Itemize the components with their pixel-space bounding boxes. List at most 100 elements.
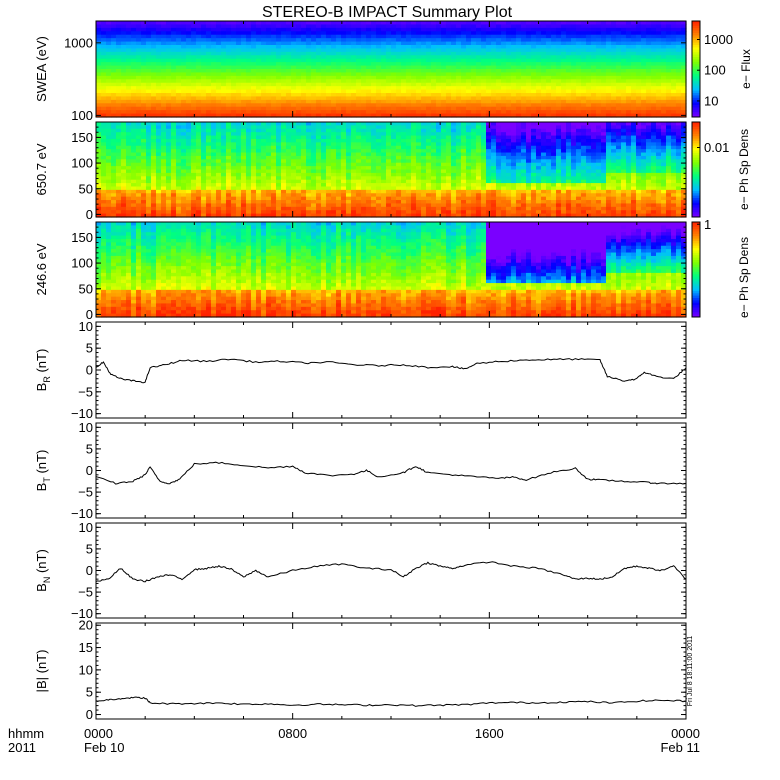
heatmap-cell xyxy=(201,103,207,108)
heatmap-cell xyxy=(281,34,287,39)
heatmap-cell xyxy=(226,213,232,218)
heatmap-cell xyxy=(141,138,147,143)
heatmap-cell xyxy=(256,183,262,188)
heatmap-cell xyxy=(381,169,387,174)
heatmap-cell xyxy=(206,65,212,70)
heatmap-cell xyxy=(201,110,207,115)
heatmap-cell xyxy=(176,179,182,184)
heatmap-cell xyxy=(141,69,147,74)
heatmap-cell xyxy=(446,55,452,60)
heatmap-cell xyxy=(136,145,142,150)
heatmap-cell xyxy=(141,152,147,157)
heatmap-cell xyxy=(586,48,592,53)
heatmap-cell xyxy=(421,21,427,26)
heatmap-cell xyxy=(271,48,277,53)
heatmap-cell xyxy=(356,79,362,84)
heatmap-cell xyxy=(156,125,162,130)
heatmap-cell xyxy=(426,65,432,70)
heatmap-cell xyxy=(351,132,357,137)
heatmap-cell xyxy=(181,48,187,53)
heatmap-cell xyxy=(241,55,247,60)
heatmap-cell xyxy=(211,41,217,46)
heatmap-cell xyxy=(291,93,297,98)
heatmap-cell xyxy=(246,21,252,26)
heatmap-cell xyxy=(181,196,187,201)
heatmap-cell xyxy=(126,196,132,201)
heatmap-cell xyxy=(146,75,152,80)
heatmap-cell xyxy=(146,38,152,43)
heatmap-cell xyxy=(166,72,172,77)
heatmap-cell xyxy=(106,38,112,43)
heatmap-cell xyxy=(371,206,377,211)
heatmap-cell xyxy=(606,79,612,84)
heatmap-cell xyxy=(226,55,232,60)
heatmap-cell xyxy=(211,113,217,118)
heatmap-cell xyxy=(391,79,397,84)
heatmap-cell xyxy=(186,86,192,91)
heatmap-cell xyxy=(351,210,357,215)
heatmap-cell xyxy=(206,203,212,208)
heatmap-cell xyxy=(256,65,262,70)
heatmap-cell xyxy=(106,206,112,211)
heatmap-cell xyxy=(371,149,377,154)
heatmap-cell xyxy=(111,86,117,91)
heatmap-cell xyxy=(536,89,542,94)
heatmap-cell xyxy=(371,169,377,174)
heatmap-cell xyxy=(196,196,202,201)
heatmap-cell xyxy=(606,69,612,74)
heatmap-cell xyxy=(331,196,337,201)
heatmap-cell xyxy=(531,65,537,70)
heatmap-cell xyxy=(326,138,332,143)
heatmap-cell xyxy=(256,122,262,126)
heatmap-cell xyxy=(211,186,217,191)
heatmap-cell xyxy=(221,203,227,208)
heatmap-cell xyxy=(456,82,462,87)
heatmap-cell xyxy=(146,93,152,98)
heatmap-cell xyxy=(271,162,277,167)
heatmap-cell xyxy=(151,51,157,56)
heatmap-cell xyxy=(556,69,562,74)
heatmap-cell xyxy=(191,93,197,98)
heatmap-cell xyxy=(261,196,267,201)
heatmap-cell xyxy=(526,79,532,84)
heatmap-cell xyxy=(241,103,247,108)
heatmap-cell xyxy=(316,103,322,108)
heatmap-cell xyxy=(486,113,492,118)
heatmap-cell xyxy=(216,166,222,171)
heatmap-cell xyxy=(501,79,507,84)
heatmap-cell xyxy=(541,93,547,98)
heatmap-cell xyxy=(381,138,387,143)
heatmap-cell xyxy=(306,96,312,101)
heatmap-cell xyxy=(491,38,497,43)
heatmap-cell xyxy=(276,21,282,26)
heatmap-cell xyxy=(321,210,327,215)
heatmap-cell xyxy=(101,200,107,205)
heatmap-cell xyxy=(381,125,387,130)
heatmap-cell xyxy=(331,86,337,91)
heatmap-cell xyxy=(321,189,327,194)
heatmap-cell xyxy=(441,65,447,70)
heatmap-cell xyxy=(196,162,202,167)
heatmap-cell xyxy=(471,106,477,111)
heatmap-cell xyxy=(281,213,287,218)
heatmap-cell xyxy=(531,96,537,101)
heatmap-cell xyxy=(446,96,452,101)
heatmap-cell xyxy=(411,113,417,118)
heatmap-cell xyxy=(521,51,527,56)
heatmap-cell xyxy=(161,72,167,77)
heatmap-cell xyxy=(426,55,432,60)
heatmap-cell xyxy=(226,62,232,67)
heatmap-cell xyxy=(541,34,547,39)
heatmap-cell xyxy=(641,24,647,29)
heatmap-cell xyxy=(166,103,172,108)
heatmap-cell xyxy=(271,149,277,154)
heatmap-cell xyxy=(126,142,132,147)
heatmap-cell xyxy=(371,203,377,208)
heatmap-cell xyxy=(446,72,452,77)
heatmap-cell xyxy=(621,86,627,91)
heatmap-cell xyxy=(471,48,477,53)
heatmap-cell xyxy=(626,79,632,84)
heatmap-cell xyxy=(296,106,302,111)
heatmap-cell xyxy=(436,103,442,108)
heatmap-cell xyxy=(441,75,447,80)
